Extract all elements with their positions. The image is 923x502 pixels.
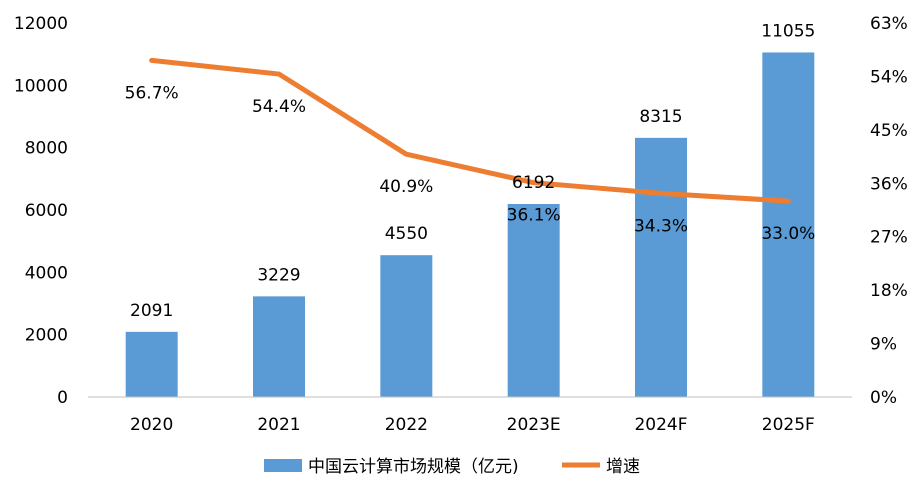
right-tick-label: 45% [870, 121, 908, 141]
growth-value-label: 34.3% [634, 216, 688, 236]
bar [380, 255, 433, 397]
right-tick-label: 18% [870, 281, 908, 301]
bar-data-labels: 2091 3229 4550 6192 8315 11055 [130, 21, 815, 320]
left-tick-label: 8000 [25, 139, 68, 159]
growth-value-label: 40.9% [379, 177, 433, 197]
growth-value-label: 56.7% [125, 83, 179, 103]
bar [635, 137, 687, 397]
x-tick-label: 2022 [385, 415, 428, 435]
legend: 中国云计算市场规模（亿元) 增速 [264, 457, 640, 477]
right-tick-label: 63% [870, 14, 908, 34]
growth-line-series [149, 57, 791, 204]
legend-bar-swatch [264, 459, 302, 472]
left-tick-label: 6000 [25, 201, 68, 221]
bar [762, 52, 815, 397]
bar-value-label: 3229 [257, 265, 300, 285]
right-tick-label: 54% [870, 67, 908, 87]
right-tick-label: 36% [870, 174, 908, 194]
bar [125, 331, 178, 397]
growth-value-label: 33.0% [761, 224, 815, 244]
growth-line [149, 57, 791, 204]
left-tick-label: 4000 [25, 263, 68, 283]
x-tick-label: 2024F [634, 415, 687, 435]
bar-value-label: 8315 [639, 107, 682, 127]
bar [507, 204, 560, 397]
right-tick-label: 0% [870, 388, 897, 408]
bar-value-label: 11055 [761, 21, 815, 41]
left-axis: 0 2000 4000 6000 8000 10000 12000 [14, 14, 68, 408]
x-tick-label: 2021 [257, 415, 300, 435]
bar-series [125, 52, 815, 397]
x-tick-label: 2025F [762, 415, 815, 435]
x-tick-label: 2023E [507, 415, 561, 435]
left-tick-label: 10000 [14, 76, 68, 96]
x-axis: 2020 2021 2022 2023E 2024F 2025F [130, 415, 815, 435]
bar-value-label: 6192 [512, 173, 555, 193]
bar-value-label: 4550 [385, 224, 428, 244]
line-data-labels: 56.7% 54.4% 40.9% 36.1% 34.3% 33.0% [125, 83, 816, 244]
growth-value-label: 36.1% [507, 206, 561, 226]
left-tick-label: 0 [57, 388, 68, 408]
left-tick-label: 12000 [14, 14, 68, 34]
legend-bar-label: 中国云计算市场规模（亿元) [308, 457, 519, 477]
bar [253, 296, 305, 397]
x-tick-label: 2020 [130, 415, 173, 435]
right-tick-label: 27% [870, 228, 908, 248]
bar-value-label: 2091 [130, 301, 173, 321]
right-axis: 0% 9% 18% 27% 36% 45% 54% 63% [870, 14, 908, 408]
growth-value-label: 54.4% [252, 97, 306, 117]
legend-line-label: 增速 [606, 457, 640, 477]
right-tick-label: 9% [870, 335, 897, 355]
left-tick-label: 2000 [25, 326, 68, 346]
